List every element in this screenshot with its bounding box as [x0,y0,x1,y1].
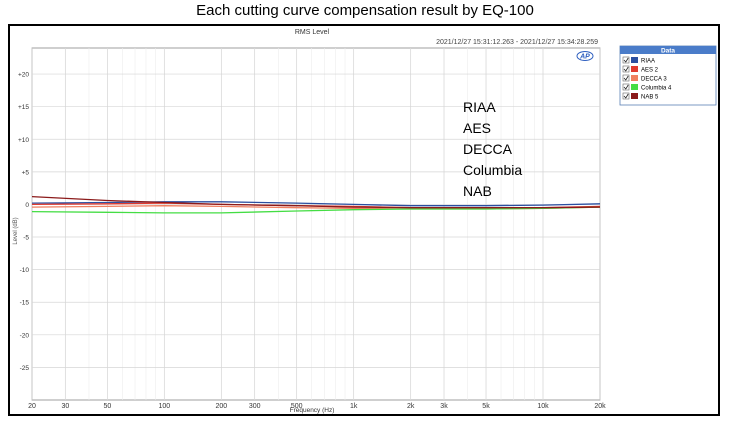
legend-entry: NAB 5 [641,95,659,101]
legend-swatch [631,66,638,72]
x-axis-label: Frequency (Hz) [290,407,335,414]
x-tick-label: 2k [407,403,415,410]
annotation-label: NAB [463,183,492,199]
ap-logo-icon: AP [576,51,594,61]
annotation-label: AES [463,120,491,136]
legend-checkbox [622,74,630,82]
x-tick-label: 1k [350,403,358,410]
chart-frame: RMS Level 2021/12/27 15:31:12.263 - 2021… [8,24,720,416]
legend-entry: DECCA 3 [641,77,667,83]
y-tick-label: +20 [18,72,29,79]
legend-checkbox [622,92,630,100]
checkmark-icon [623,57,629,63]
page-title: Each cutting curve compensation result b… [196,2,534,19]
legend-header [620,46,716,54]
legend-checkbox [622,65,630,73]
legend-checkbox [622,83,630,91]
rms-level-chart: RMS Level 2021/12/27 15:31:12.263 - 2021… [13,29,717,414]
x-tick-label: 3k [440,403,448,410]
annotation-label: RIAA [463,99,496,115]
y-tick-label: +5 [22,169,30,176]
curve-name-annotation: RIAA AES DECCA Columbia NAB [463,99,522,199]
legend-checkbox [622,56,630,64]
plot-area: 20 30 50 100 200 300 500 1k 2k 3k 5k 10k 20k +20 +15 +1… [18,47,606,410]
legend-entry: RIAA [641,59,655,65]
y-tick-label: -10 [20,267,30,274]
series-line [31,195,601,209]
legend-entry: AES 2 [641,68,659,74]
x-tick-label: 300 [249,403,261,410]
legend-entry: Columbia 4 [641,86,672,92]
legend-title: Data [661,48,675,55]
x-tick-label: 10k [537,403,549,410]
x-tick-label: 200 [215,403,227,410]
y-tick-label: +15 [18,104,29,111]
x-tick-label: 50 [103,403,111,410]
x-tick-label: 30 [61,403,69,410]
x-tick-label: 100 [158,403,170,410]
annotation-label: DECCA [463,141,513,157]
chart-title: RMS Level [295,29,330,36]
y-tick-label: -5 [23,235,29,242]
checkmark-icon [623,66,629,72]
series-line [31,206,601,214]
checkmark-icon [623,75,629,81]
x-tick-label: 20 [28,403,36,410]
x-tick-label: 20k [594,403,606,410]
legend: Data RIAA AES 2 DECCA 3 Columbia 4 NAB 5 [619,45,717,106]
legend-swatch [631,84,638,90]
x-tick-label: 5k [482,403,490,410]
svg-text:AP: AP [579,54,590,61]
annotation-label: Columbia [463,162,522,178]
y-tick-label: -20 [20,332,30,339]
y-tick-label: 0 [25,202,29,209]
plot-background [31,47,601,401]
checkmark-icon [623,93,629,99]
legend-swatch [631,75,638,81]
legend-swatch [631,93,638,99]
timestamp-label: 2021/12/27 15:31:12.263 - 2021/12/27 15:… [436,39,598,46]
y-tick-label: -15 [20,300,30,307]
y-tick-label: +10 [18,137,29,144]
y-tick-label: -25 [20,365,30,372]
x-tick-label: 500 [291,403,303,410]
legend-swatch [631,57,638,63]
checkmark-icon [623,84,629,90]
y-axis-label: Level (dB) [13,217,19,244]
